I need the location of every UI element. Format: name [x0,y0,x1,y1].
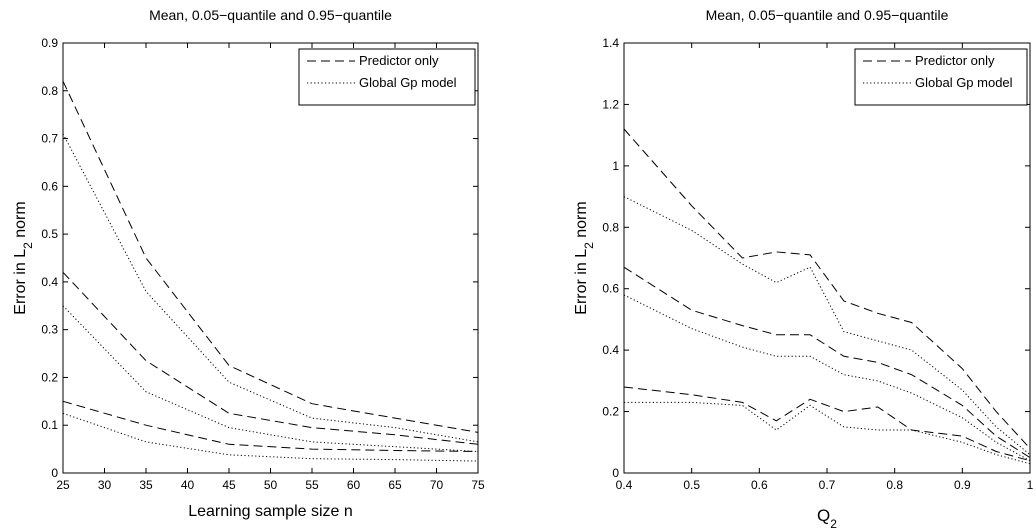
chart-panel-2: Mean, 0.05−quantile and 0.95−quantile 0.4… [573,7,1034,531]
y-axis-label-tail: norm [573,201,590,242]
x-tick-label: 50 [264,478,278,492]
x-tick-label: 0.4 [616,478,633,492]
series-line-predictor-only [62,400,479,452]
chart-panel-1: Mean, 0.05−quantile and 0.95−quantile 25 3… [12,7,485,520]
x-tick-label: 60 [347,478,361,492]
x-tick-label: 65 [388,478,402,492]
x-tick-label: 0.7 [819,478,836,492]
y-axis-label-tail: norm [12,201,29,242]
x-axis-label-sub: 2 [830,517,837,531]
y-tick-label: 0.5 [41,227,58,241]
series-group [62,80,479,462]
y-axis: 0 0.1 0.2 0.3 0.4 0.5 0.6 0.7 0.8 0.9 [41,36,478,480]
chart-title: Mean, 0.05−quantile and 0.95−quantile [706,7,949,23]
x-axis: 0.4 0.5 0.6 0.7 0.8 0.9 1 [616,43,1034,492]
y-tick-label: 0.7 [41,132,58,146]
y-tick-label: 0.8 [602,220,619,234]
series-line-global-gp-model [623,196,1031,455]
x-tick-label: 45 [222,478,236,492]
legend-entry-label: Global Gp model [359,75,457,90]
x-axis-label: Learning sample size n [188,503,353,520]
y-tick-label: 1.2 [602,97,619,111]
y-tick-label: 0.4 [602,343,619,357]
y-axis-label-main: Error in L [12,249,29,315]
x-tick-label: 0.5 [683,478,700,492]
x-axis-label: Q2 [817,506,837,531]
chart-legend: Predictor only Global Gp model [298,48,476,106]
x-tick-label: 30 [98,478,112,492]
series-line-predictor-only [623,128,1031,449]
y-axis-label: Error in L2 norm [12,201,35,314]
series-line-predictor-only [62,271,479,445]
x-axis-label-main: Q [817,506,830,525]
x-tick-label: 0.9 [954,478,971,492]
legend-box [854,48,1028,106]
series-line-predictor-only [62,80,479,433]
y-tick-label: 0.6 [602,282,619,296]
series-line-global-gp-model [62,305,479,452]
plot-frame [623,42,1031,474]
x-axis: 25 30 35 40 45 50 55 60 65 70 75 [56,43,485,492]
y-axis-label-main: Error in L [573,249,590,315]
x-tick-label: 25 [56,478,70,492]
y-tick-label: 0 [51,466,58,480]
chart-title: Mean, 0.05−quantile and 0.95−quantile [149,7,392,23]
series-line-predictor-only [623,266,1031,459]
y-tick-label: 0.1 [41,418,58,432]
legend-entry-label: Global Gp model [915,75,1013,90]
plot-frame [62,42,479,474]
y-axis-label: Error in L2 norm [573,201,596,314]
series-line-global-gp-model [62,133,479,443]
y-tick-label: 0.6 [41,179,58,193]
series-group [623,128,1031,465]
y-axis: 0 0.2 0.4 0.6 0.8 1 1.2 1.4 [602,36,1030,480]
x-tick-label: 75 [471,478,485,492]
x-tick-label: 1 [1027,478,1034,492]
legend-box [298,48,476,106]
y-tick-label: 0.3 [41,323,58,337]
series-line-global-gp-model [624,401,1031,465]
x-tick-label: 40 [181,478,195,492]
y-axis-label-sub: 2 [21,242,35,249]
x-tick-label: 35 [139,478,153,492]
y-tick-label: 0.2 [602,405,619,419]
y-tick-label: 0.9 [41,36,58,50]
legend-entry-label: Predictor only [359,53,439,68]
legend-entry-label: Predictor only [915,53,995,68]
x-tick-label: 55 [305,478,319,492]
y-axis-label-sub: 2 [582,242,596,249]
series-line-global-gp-model [62,412,479,462]
x-tick-label: 70 [430,478,444,492]
series-line-global-gp-model [623,294,1031,462]
y-tick-label: 0.8 [41,84,58,98]
series-line-predictor-only [623,386,1031,462]
y-tick-label: 0 [612,466,619,480]
y-tick-label: 1 [612,159,619,173]
y-tick-label: 0.2 [41,370,58,384]
y-tick-label: 0.4 [41,275,58,289]
y-tick-label: 1.4 [602,36,619,50]
chart-legend: Predictor only Global Gp model [854,48,1028,106]
x-tick-label: 0.6 [751,478,768,492]
x-tick-label: 0.8 [886,478,903,492]
